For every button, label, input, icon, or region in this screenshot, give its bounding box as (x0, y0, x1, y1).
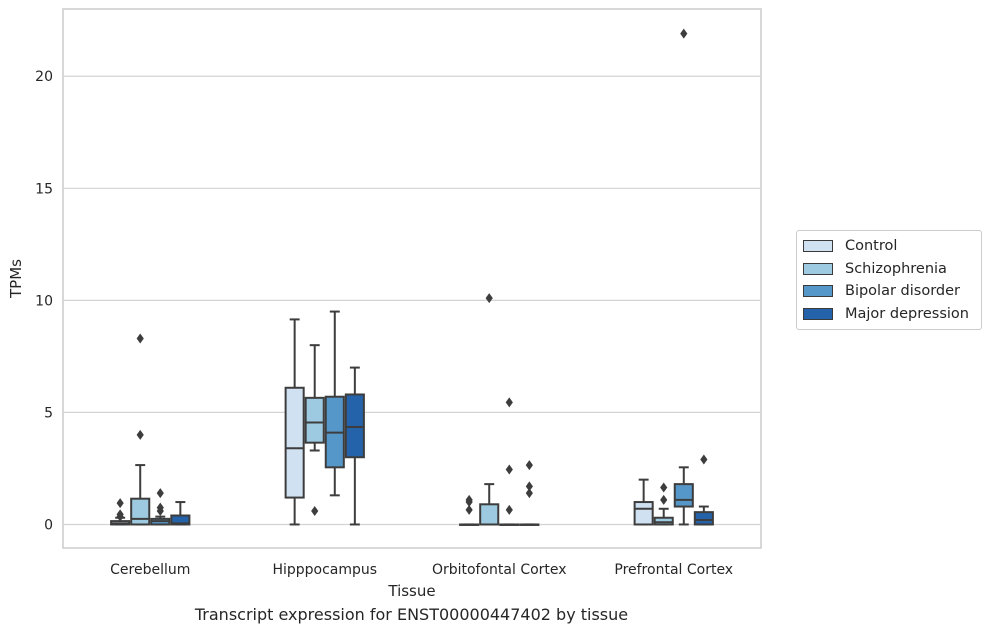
x-axis-title: Tissue (387, 582, 435, 600)
outlier-point (156, 488, 164, 499)
y-tick-label: 15 (35, 181, 53, 197)
y-tick-label: 5 (44, 405, 53, 421)
legend-swatch (803, 240, 833, 253)
outlier-point (156, 502, 164, 513)
legend-swatch (803, 285, 833, 298)
outlier-point (525, 460, 533, 471)
outlier-point (485, 293, 493, 304)
box (130, 497, 151, 526)
box (170, 514, 191, 526)
outlier-point (680, 28, 688, 39)
y-axis-title: TPMs (7, 259, 25, 299)
outlier-point (136, 333, 144, 344)
outlier-point (116, 498, 124, 509)
legend: Control Schizophrenia Bipolar disorder Majo… (796, 230, 982, 330)
outlier-point (505, 464, 513, 475)
x-tick-label: Cerebellum (110, 562, 190, 578)
legend-item: Major depression (797, 303, 981, 326)
outlier-point (525, 488, 533, 499)
outlier-point (505, 397, 513, 408)
y-tick-label: 0 (44, 517, 53, 533)
outlier-point (525, 481, 533, 492)
outlier-point (465, 494, 473, 505)
legend-label: Major depression (845, 305, 969, 322)
y-tick-label: 10 (35, 293, 53, 309)
legend-label: Schizophrenia (845, 260, 947, 277)
box (284, 386, 305, 499)
legend-item: Schizophrenia (797, 258, 981, 281)
outlier-point (660, 482, 668, 493)
outlier-point (465, 504, 473, 515)
box (344, 393, 365, 459)
chart-caption: Transcript expression for ENST0000044740… (194, 605, 629, 624)
outlier-point (660, 494, 668, 505)
box (633, 501, 654, 526)
outlier-point (505, 504, 513, 515)
legend-swatch (803, 307, 833, 320)
box (673, 483, 694, 508)
legend-label: Bipolar disorder (845, 283, 960, 300)
x-tick-label: Orbitofontal Cortex (432, 562, 567, 578)
legend-label: Control (845, 238, 898, 255)
plot-area (62, 8, 762, 549)
legend-item: Control (797, 235, 981, 258)
legend-swatch (803, 262, 833, 275)
x-tick-label: Prefrontal Cortex (614, 562, 733, 578)
outlier-point (116, 509, 124, 520)
outlier-point (311, 506, 319, 517)
outlier-point (136, 429, 144, 440)
box (693, 511, 714, 526)
legend-item: Bipolar disorder (797, 280, 981, 303)
outlier-point (700, 454, 708, 465)
box (479, 503, 500, 526)
y-tick-label: 20 (35, 69, 53, 85)
box (304, 396, 325, 444)
box (653, 516, 674, 526)
x-tick-label: Hipppocampus (272, 562, 377, 578)
